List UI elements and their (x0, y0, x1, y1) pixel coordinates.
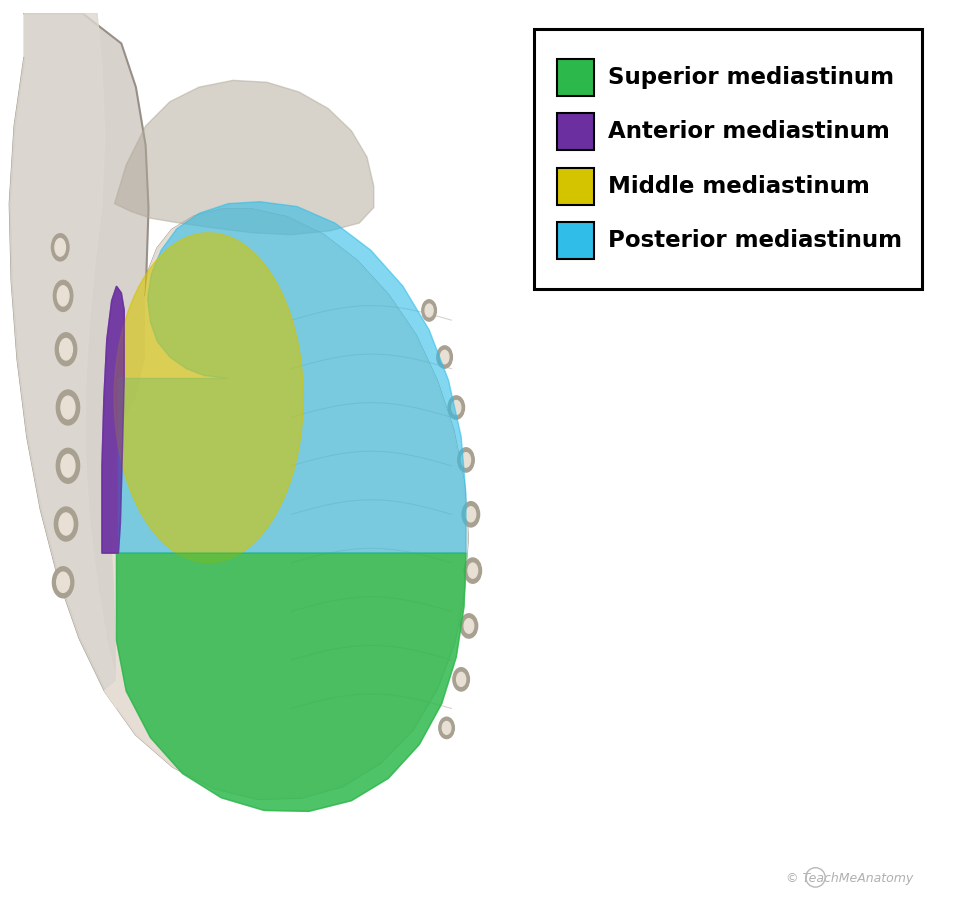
Ellipse shape (440, 350, 449, 364)
Ellipse shape (466, 507, 475, 522)
Bar (558, 168, 594, 204)
Text: Anterior mediastinum: Anterior mediastinum (608, 120, 890, 143)
Polygon shape (10, 14, 116, 708)
Ellipse shape (61, 396, 75, 419)
Ellipse shape (464, 558, 481, 583)
Ellipse shape (439, 717, 454, 738)
Polygon shape (116, 553, 466, 812)
Ellipse shape (468, 563, 477, 578)
Ellipse shape (460, 614, 477, 638)
Ellipse shape (437, 346, 452, 368)
Polygon shape (102, 286, 124, 553)
Ellipse shape (61, 454, 75, 477)
Ellipse shape (53, 280, 73, 311)
Ellipse shape (52, 567, 74, 598)
Ellipse shape (57, 572, 70, 593)
Ellipse shape (56, 448, 79, 484)
Polygon shape (102, 286, 124, 553)
Ellipse shape (458, 448, 474, 472)
Ellipse shape (457, 672, 466, 686)
Polygon shape (105, 210, 468, 799)
Ellipse shape (422, 300, 437, 322)
Ellipse shape (56, 390, 79, 425)
Ellipse shape (57, 286, 69, 306)
Ellipse shape (464, 618, 473, 633)
Ellipse shape (54, 507, 77, 541)
Text: Posterior mediastinum: Posterior mediastinum (608, 229, 902, 252)
Ellipse shape (425, 304, 433, 317)
Text: Middle mediastinum: Middle mediastinum (608, 175, 869, 198)
Ellipse shape (55, 238, 66, 256)
Polygon shape (114, 233, 303, 562)
Bar (558, 114, 594, 150)
Ellipse shape (462, 502, 479, 527)
Text: © TeachMeAnatomy: © TeachMeAnatomy (786, 872, 913, 885)
Ellipse shape (453, 668, 469, 691)
Polygon shape (114, 81, 374, 234)
Polygon shape (116, 553, 466, 812)
Ellipse shape (452, 400, 461, 415)
Ellipse shape (51, 234, 69, 261)
Polygon shape (118, 202, 466, 553)
Ellipse shape (448, 396, 465, 420)
Ellipse shape (55, 333, 76, 365)
Bar (558, 59, 594, 96)
Ellipse shape (60, 339, 73, 360)
Ellipse shape (59, 513, 73, 535)
Text: Superior mediastinum: Superior mediastinum (608, 66, 893, 89)
Bar (534, 29, 923, 289)
Ellipse shape (462, 453, 470, 467)
Polygon shape (10, 14, 468, 799)
Ellipse shape (442, 722, 451, 735)
Bar (558, 222, 594, 259)
